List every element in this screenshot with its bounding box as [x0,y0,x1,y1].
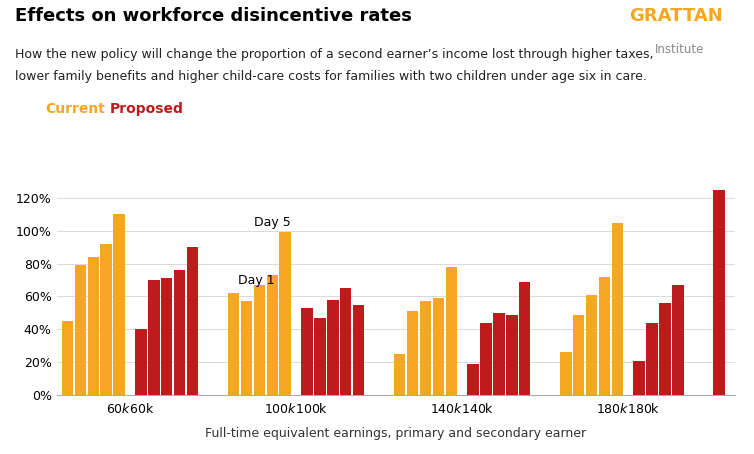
Bar [573,315,584,395]
Bar [659,303,670,395]
Bar [672,285,684,395]
Bar [519,282,531,395]
Bar [713,190,725,395]
Bar [173,270,185,395]
Bar [646,323,657,395]
Bar [599,277,610,395]
Text: Day 1: Day 1 [238,274,274,286]
Bar [100,244,112,395]
Text: Day 5: Day 5 [254,216,291,229]
X-axis label: Full-time equivalent earnings, primary and secondary earner: Full-time equivalent earnings, primary a… [205,427,587,440]
Bar [586,295,597,395]
Bar [340,288,351,395]
Bar [266,275,278,395]
Bar [420,301,431,395]
Bar [446,267,457,395]
Bar [135,329,146,395]
Bar [280,232,291,395]
Bar [241,301,253,395]
Bar [228,293,239,395]
Bar [62,321,73,395]
Text: Effects on workforce disincentive rates: Effects on workforce disincentive rates [15,7,412,25]
Bar [467,364,479,395]
Bar [161,278,173,395]
Bar [559,352,572,395]
Bar [633,360,645,395]
Bar [611,222,624,395]
Bar [148,280,160,395]
Text: How the new policy will change the proportion of a second earner’s income lost t: How the new policy will change the propo… [15,48,654,61]
Text: Current: Current [45,102,105,116]
Bar [87,257,100,395]
Bar [326,300,339,395]
Text: Institute: Institute [654,43,703,56]
Text: Proposed: Proposed [109,102,183,116]
Text: GRATTAN: GRATTAN [630,7,723,25]
Bar [406,311,418,395]
Bar [187,247,198,395]
Bar [493,313,504,395]
Bar [394,354,406,395]
Bar [433,298,444,395]
Text: lower family benefits and higher child-care costs for families with two children: lower family benefits and higher child-c… [15,70,647,84]
Bar [75,265,86,395]
Bar [506,315,517,395]
Bar [253,285,265,395]
Bar [314,318,326,395]
Bar [113,214,125,395]
Bar [480,323,492,395]
Bar [301,308,313,395]
Bar [353,305,364,395]
